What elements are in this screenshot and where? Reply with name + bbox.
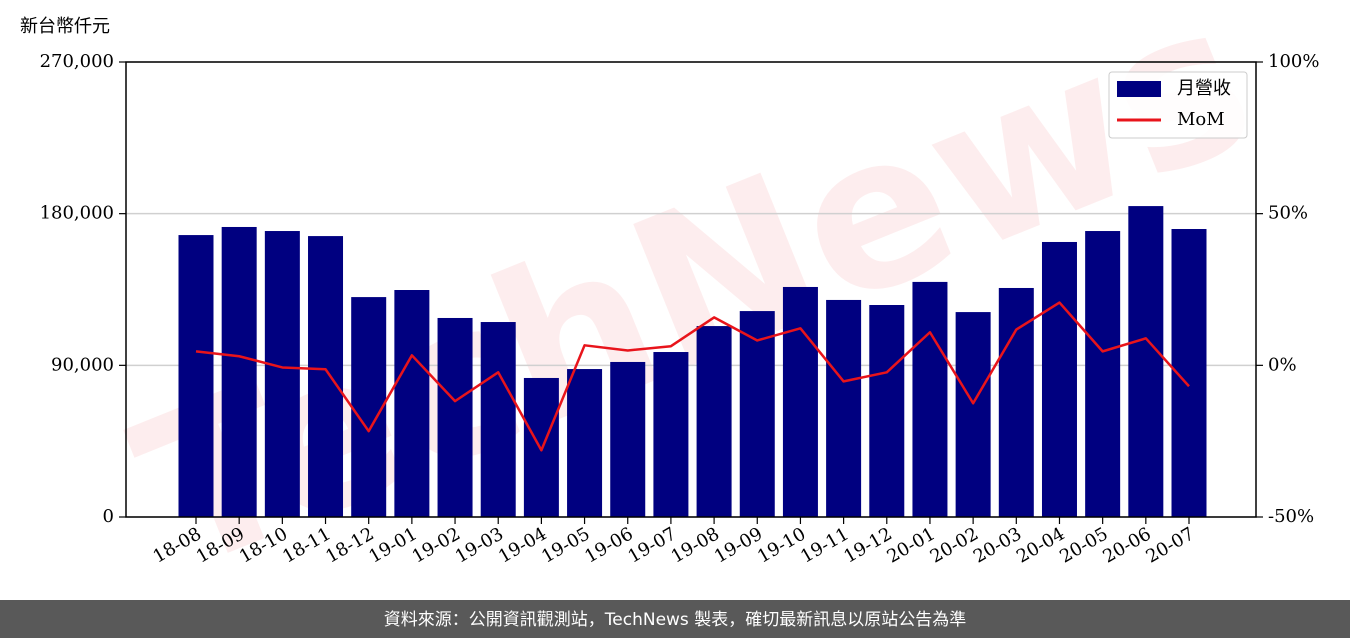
- bar: [955, 312, 991, 517]
- bar: [178, 235, 214, 517]
- bar: [998, 287, 1034, 517]
- x-tick-label: 19-06: [581, 523, 636, 567]
- x-tick-label: 19-04: [495, 523, 550, 567]
- x-tick-label: 19-12: [840, 523, 895, 567]
- x-tick-label: 20-04: [1013, 523, 1068, 567]
- y-axis-label: 新台幣仟元: [20, 16, 110, 37]
- y2-tick-label: -50%: [1268, 506, 1314, 527]
- x-tick-label: 19-07: [624, 523, 679, 567]
- y-tick-label: 0: [103, 506, 114, 527]
- bar: [610, 361, 646, 517]
- bar: [437, 317, 473, 517]
- x-tick-label: 20-06: [1099, 523, 1154, 567]
- x-tick-label: 20-01: [884, 523, 939, 567]
- bar: [567, 369, 603, 517]
- y2-tick-label: 100%: [1268, 51, 1319, 72]
- x-tick-label: 19-10: [754, 523, 809, 567]
- bar: [1128, 206, 1164, 518]
- x-tick-label: 20-05: [1056, 523, 1111, 567]
- bar: [1085, 231, 1121, 517]
- legend-label: 月營收: [1177, 78, 1231, 99]
- bar: [826, 299, 862, 517]
- bar: [480, 322, 516, 517]
- x-tick-label: 19-11: [797, 523, 852, 567]
- bar: [221, 226, 257, 518]
- x-tick-label: 20-02: [927, 523, 982, 567]
- bar: [782, 286, 818, 517]
- x-tick-label: 19-03: [452, 523, 507, 567]
- bar: [308, 236, 344, 517]
- bar: [351, 297, 387, 517]
- x-tick-label: 20-07: [1143, 523, 1198, 567]
- x-tick-label: 19-05: [538, 523, 593, 567]
- plot-frame: [125, 61, 1257, 518]
- bar: [1041, 241, 1077, 517]
- legend-swatch: [1117, 81, 1161, 97]
- line: [195, 301, 1190, 452]
- bar: [739, 311, 775, 517]
- bar: [869, 305, 905, 517]
- bar: [912, 281, 948, 517]
- y-tick-label: 90,000: [51, 354, 114, 375]
- y2-tick-label: 0%: [1268, 354, 1297, 375]
- footer-bar: [0, 600, 1350, 638]
- y2-tick-label: 50%: [1268, 203, 1308, 224]
- source-note: 資料來源：公開資訊觀測站，TechNews 製表，確切最新訊息以原站公告為準: [384, 610, 966, 630]
- bar: [696, 326, 732, 517]
- bar: [394, 290, 430, 517]
- y-tick-label: 180,000: [40, 203, 114, 224]
- legend-label: MoM: [1177, 109, 1225, 130]
- x-tick-label: 19-09: [711, 523, 766, 567]
- bar: [264, 231, 300, 517]
- y-tick-label: 270,000: [40, 51, 114, 72]
- bar: [653, 352, 689, 517]
- x-tick-label: 20-03: [970, 523, 1025, 567]
- x-tick-label: 19-08: [668, 523, 723, 567]
